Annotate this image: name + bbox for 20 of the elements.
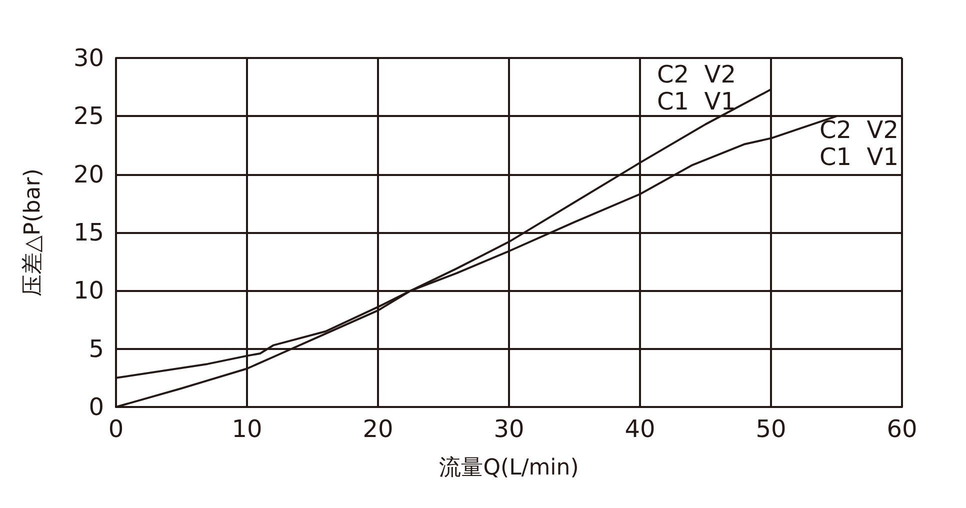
y-axis-title: 压差△P(bar) (20, 168, 46, 296)
x-tick-label: 30 (494, 415, 524, 443)
x-tick-label: 10 (232, 415, 262, 443)
x-tick-label: 0 (108, 415, 124, 443)
x-tick-label: 40 (624, 415, 656, 443)
y-tick-label: 20 (73, 160, 104, 188)
y-tick-label: 15 (73, 218, 104, 246)
y-tick-label: 10 (73, 276, 104, 305)
x-axis-title: 流量Q(L/min) (439, 456, 579, 480)
annotation: C2 V2 (820, 116, 898, 144)
y-tick-label: 30 (73, 44, 104, 72)
annotation: C1 V1 (820, 143, 898, 172)
y-tick-label: 0 (88, 393, 104, 421)
y-tick-label: 5 (88, 334, 104, 363)
x-tick-label: 60 (886, 415, 918, 443)
annotation: C2 V2 (657, 60, 736, 88)
annotation: C1 V1 (657, 87, 736, 116)
x-tick-label: 20 (362, 415, 394, 443)
x-tick-label: 50 (756, 415, 786, 443)
y-tick-label: 25 (73, 102, 104, 130)
